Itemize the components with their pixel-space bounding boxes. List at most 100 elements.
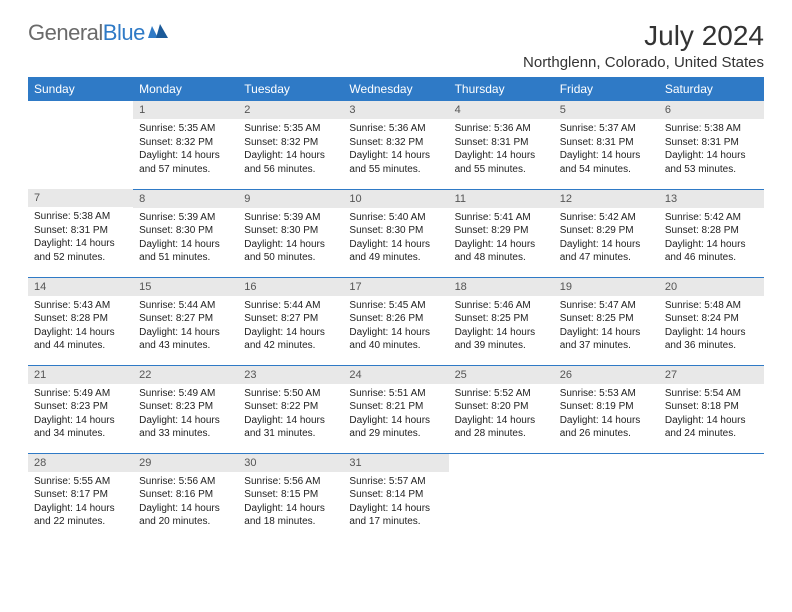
calendar-cell	[554, 453, 659, 541]
location: Northglenn, Colorado, United States	[523, 54, 764, 71]
day-number: 29	[133, 454, 238, 472]
day-number: 28	[28, 454, 133, 472]
day-number: 17	[343, 278, 448, 296]
day-details: Sunrise: 5:50 AMSunset: 8:22 PMDaylight:…	[238, 384, 343, 447]
month-title: July 2024	[523, 20, 764, 52]
day-details: Sunrise: 5:49 AMSunset: 8:23 PMDaylight:…	[28, 384, 133, 447]
day-number: 13	[659, 190, 764, 208]
calendar-week-row: 7Sunrise: 5:38 AMSunset: 8:31 PMDaylight…	[28, 189, 764, 277]
logo-flag-icon	[148, 20, 170, 46]
title-block: July 2024 Northglenn, Colorado, United S…	[523, 20, 764, 71]
calendar-cell: 6Sunrise: 5:38 AMSunset: 8:31 PMDaylight…	[659, 101, 764, 189]
day-details: Sunrise: 5:56 AMSunset: 8:16 PMDaylight:…	[133, 472, 238, 535]
calendar-cell: 5Sunrise: 5:37 AMSunset: 8:31 PMDaylight…	[554, 101, 659, 189]
day-details: Sunrise: 5:57 AMSunset: 8:14 PMDaylight:…	[343, 472, 448, 535]
day-details: Sunrise: 5:47 AMSunset: 8:25 PMDaylight:…	[554, 296, 659, 359]
calendar-cell: 26Sunrise: 5:53 AMSunset: 8:19 PMDayligh…	[554, 365, 659, 453]
day-number: 31	[343, 454, 448, 472]
calendar-cell: 16Sunrise: 5:44 AMSunset: 8:27 PMDayligh…	[238, 277, 343, 365]
calendar-cell: 10Sunrise: 5:40 AMSunset: 8:30 PMDayligh…	[343, 189, 448, 277]
day-number: 12	[554, 190, 659, 208]
calendar-cell: 19Sunrise: 5:47 AMSunset: 8:25 PMDayligh…	[554, 277, 659, 365]
day-number: 18	[449, 278, 554, 296]
calendar-cell: 17Sunrise: 5:45 AMSunset: 8:26 PMDayligh…	[343, 277, 448, 365]
day-details: Sunrise: 5:55 AMSunset: 8:17 PMDaylight:…	[28, 472, 133, 535]
calendar-cell: 31Sunrise: 5:57 AMSunset: 8:14 PMDayligh…	[343, 453, 448, 541]
day-number: 24	[343, 366, 448, 384]
calendar-cell	[449, 453, 554, 541]
day-details: Sunrise: 5:42 AMSunset: 8:28 PMDaylight:…	[659, 208, 764, 271]
calendar-cell: 21Sunrise: 5:49 AMSunset: 8:23 PMDayligh…	[28, 365, 133, 453]
calendar-cell: 22Sunrise: 5:49 AMSunset: 8:23 PMDayligh…	[133, 365, 238, 453]
calendar-cell: 23Sunrise: 5:50 AMSunset: 8:22 PMDayligh…	[238, 365, 343, 453]
calendar-cell: 1Sunrise: 5:35 AMSunset: 8:32 PMDaylight…	[133, 101, 238, 189]
day-number: 27	[659, 366, 764, 384]
day-details: Sunrise: 5:38 AMSunset: 8:31 PMDaylight:…	[659, 119, 764, 182]
day-number: 30	[238, 454, 343, 472]
day-number: 14	[28, 278, 133, 296]
day-details: Sunrise: 5:35 AMSunset: 8:32 PMDaylight:…	[133, 119, 238, 182]
day-details: Sunrise: 5:40 AMSunset: 8:30 PMDaylight:…	[343, 208, 448, 271]
day-number: 1	[133, 101, 238, 119]
calendar-cell: 29Sunrise: 5:56 AMSunset: 8:16 PMDayligh…	[133, 453, 238, 541]
day-number: 22	[133, 366, 238, 384]
day-details: Sunrise: 5:36 AMSunset: 8:32 PMDaylight:…	[343, 119, 448, 182]
day-number: 4	[449, 101, 554, 119]
day-number: 9	[238, 190, 343, 208]
day-details: Sunrise: 5:44 AMSunset: 8:27 PMDaylight:…	[133, 296, 238, 359]
day-number: 15	[133, 278, 238, 296]
calendar-cell: 2Sunrise: 5:35 AMSunset: 8:32 PMDaylight…	[238, 101, 343, 189]
day-of-week-header: Saturday	[659, 77, 764, 101]
calendar-cell: 24Sunrise: 5:51 AMSunset: 8:21 PMDayligh…	[343, 365, 448, 453]
logo-text-blue: Blue	[103, 20, 145, 46]
calendar-cell: 14Sunrise: 5:43 AMSunset: 8:28 PMDayligh…	[28, 277, 133, 365]
day-details: Sunrise: 5:42 AMSunset: 8:29 PMDaylight:…	[554, 208, 659, 271]
calendar-cell: 8Sunrise: 5:39 AMSunset: 8:30 PMDaylight…	[133, 189, 238, 277]
day-details: Sunrise: 5:35 AMSunset: 8:32 PMDaylight:…	[238, 119, 343, 182]
calendar-cell: 3Sunrise: 5:36 AMSunset: 8:32 PMDaylight…	[343, 101, 448, 189]
calendar-cell: 13Sunrise: 5:42 AMSunset: 8:28 PMDayligh…	[659, 189, 764, 277]
day-details: Sunrise: 5:36 AMSunset: 8:31 PMDaylight:…	[449, 119, 554, 182]
logo-text-general: General	[28, 20, 103, 46]
day-number: 26	[554, 366, 659, 384]
day-details: Sunrise: 5:39 AMSunset: 8:30 PMDaylight:…	[238, 208, 343, 271]
day-details: Sunrise: 5:46 AMSunset: 8:25 PMDaylight:…	[449, 296, 554, 359]
day-details: Sunrise: 5:49 AMSunset: 8:23 PMDaylight:…	[133, 384, 238, 447]
calendar-cell	[28, 101, 133, 189]
day-details: Sunrise: 5:41 AMSunset: 8:29 PMDaylight:…	[449, 208, 554, 271]
day-details: Sunrise: 5:54 AMSunset: 8:18 PMDaylight:…	[659, 384, 764, 447]
day-number: 11	[449, 190, 554, 208]
day-details: Sunrise: 5:48 AMSunset: 8:24 PMDaylight:…	[659, 296, 764, 359]
day-details: Sunrise: 5:51 AMSunset: 8:21 PMDaylight:…	[343, 384, 448, 447]
day-details: Sunrise: 5:56 AMSunset: 8:15 PMDaylight:…	[238, 472, 343, 535]
calendar-body: 1Sunrise: 5:35 AMSunset: 8:32 PMDaylight…	[28, 101, 764, 541]
calendar-cell: 30Sunrise: 5:56 AMSunset: 8:15 PMDayligh…	[238, 453, 343, 541]
day-number: 6	[659, 101, 764, 119]
day-number: 23	[238, 366, 343, 384]
calendar-week-row: 1Sunrise: 5:35 AMSunset: 8:32 PMDaylight…	[28, 101, 764, 189]
day-number: 2	[238, 101, 343, 119]
calendar-week-row: 14Sunrise: 5:43 AMSunset: 8:28 PMDayligh…	[28, 277, 764, 365]
day-of-week-header: Tuesday	[238, 77, 343, 101]
calendar-cell: 25Sunrise: 5:52 AMSunset: 8:20 PMDayligh…	[449, 365, 554, 453]
day-details: Sunrise: 5:37 AMSunset: 8:31 PMDaylight:…	[554, 119, 659, 182]
day-of-week-header: Sunday	[28, 77, 133, 101]
day-details: Sunrise: 5:38 AMSunset: 8:31 PMDaylight:…	[28, 207, 133, 270]
calendar-cell: 9Sunrise: 5:39 AMSunset: 8:30 PMDaylight…	[238, 189, 343, 277]
day-details: Sunrise: 5:45 AMSunset: 8:26 PMDaylight:…	[343, 296, 448, 359]
day-of-week-header: Friday	[554, 77, 659, 101]
calendar-week-row: 21Sunrise: 5:49 AMSunset: 8:23 PMDayligh…	[28, 365, 764, 453]
day-number: 19	[554, 278, 659, 296]
day-number: 5	[554, 101, 659, 119]
day-details: Sunrise: 5:44 AMSunset: 8:27 PMDaylight:…	[238, 296, 343, 359]
calendar-cell: 11Sunrise: 5:41 AMSunset: 8:29 PMDayligh…	[449, 189, 554, 277]
day-of-week-header: Thursday	[449, 77, 554, 101]
day-number: 3	[343, 101, 448, 119]
day-number: 8	[133, 190, 238, 208]
day-details: Sunrise: 5:52 AMSunset: 8:20 PMDaylight:…	[449, 384, 554, 447]
calendar-table: SundayMondayTuesdayWednesdayThursdayFrid…	[28, 77, 764, 541]
day-details: Sunrise: 5:39 AMSunset: 8:30 PMDaylight:…	[133, 208, 238, 271]
day-number: 25	[449, 366, 554, 384]
calendar-cell: 4Sunrise: 5:36 AMSunset: 8:31 PMDaylight…	[449, 101, 554, 189]
day-number: 7	[28, 189, 133, 207]
